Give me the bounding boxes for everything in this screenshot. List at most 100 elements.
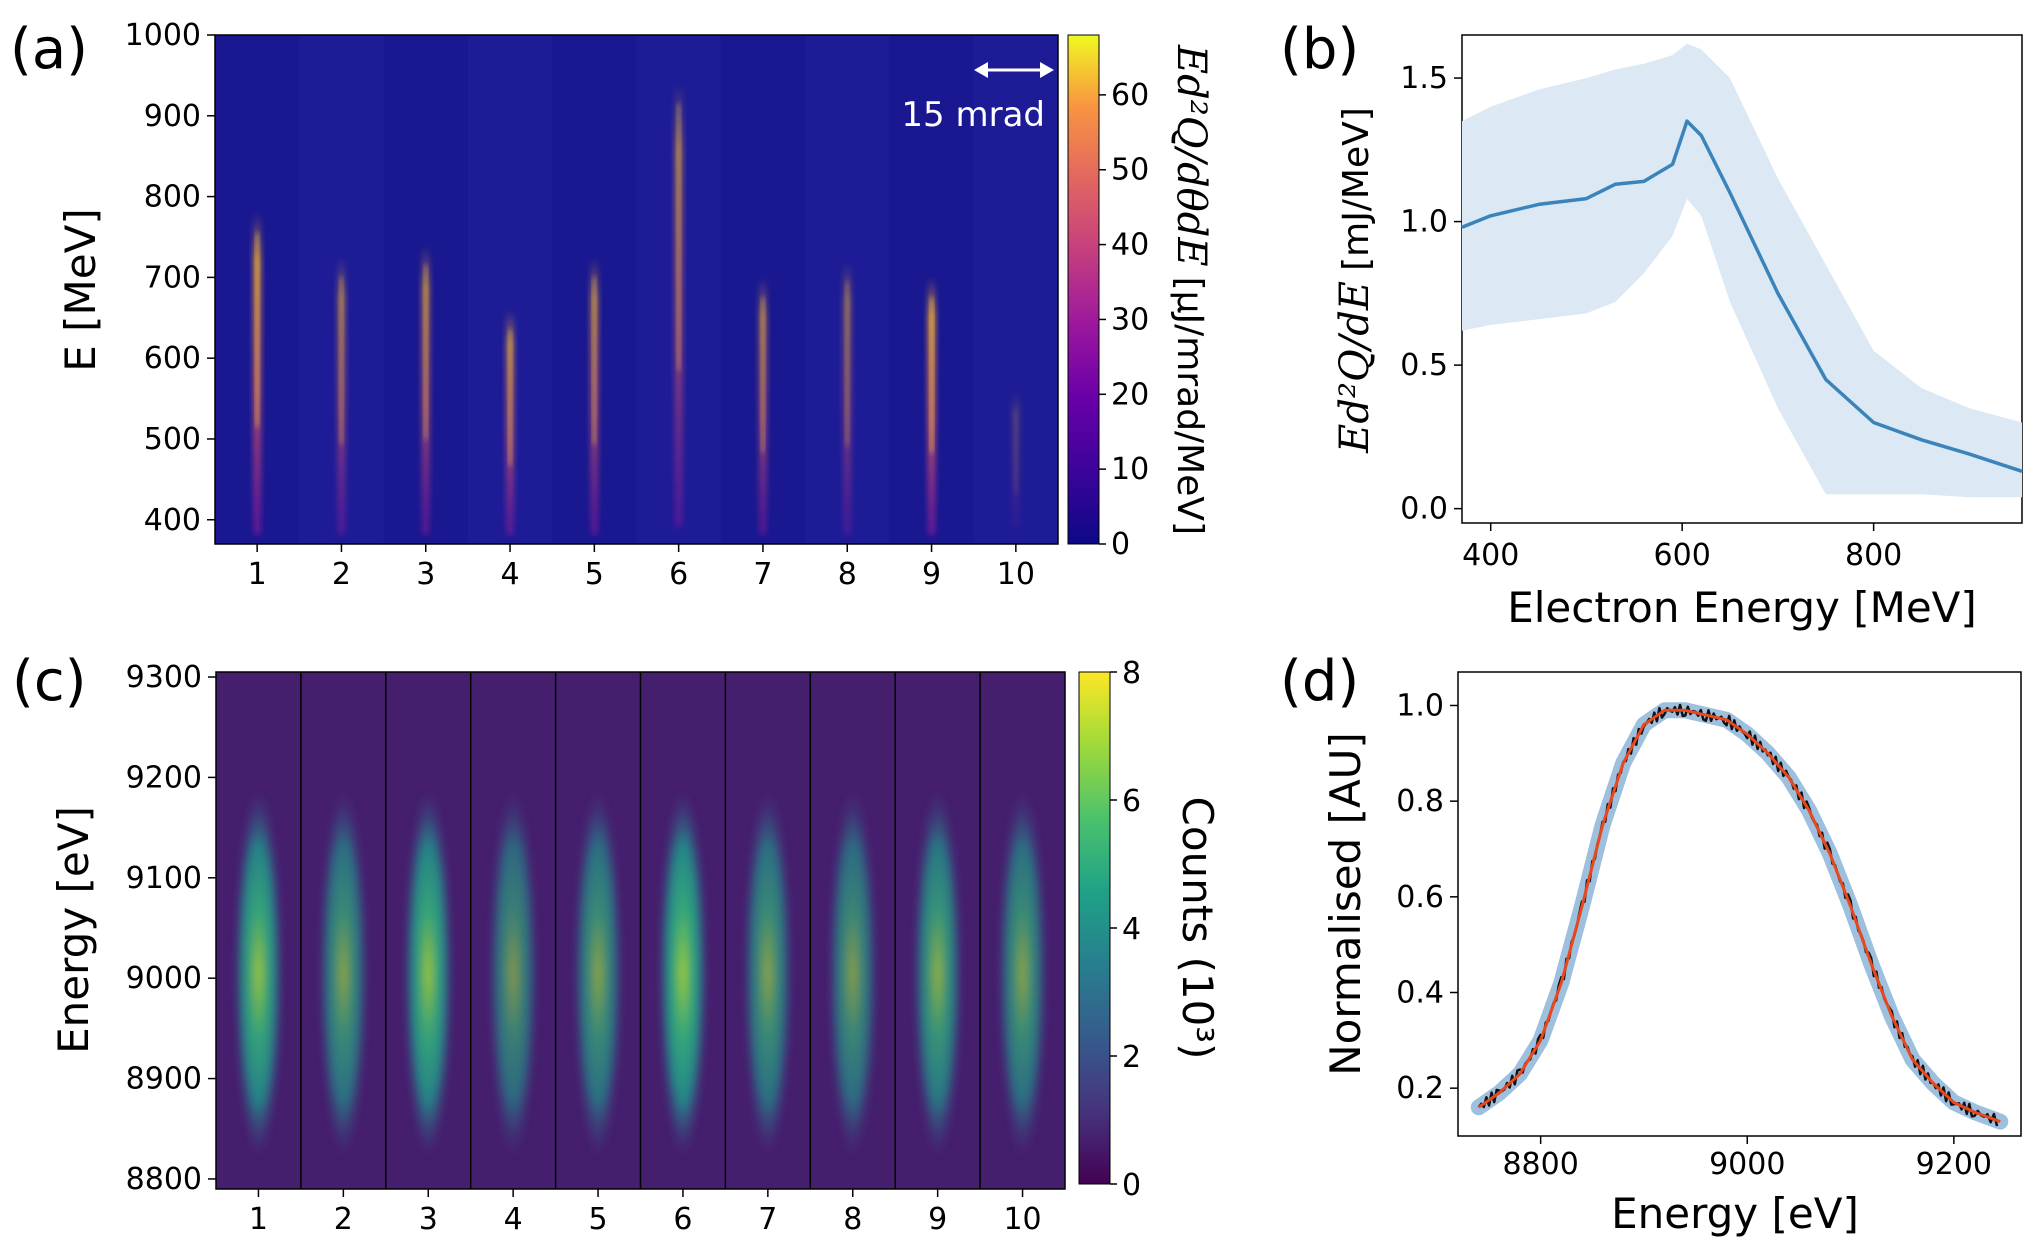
panel-b-label: (b) — [1280, 17, 1359, 82]
panel-b-yticks: 0.0 0.5 1.0 1.5 — [1400, 61, 1462, 527]
panel-a-beam-core-4 — [508, 329, 512, 466]
angle-scale-label: 15 mrad — [901, 95, 1045, 135]
panel-b-xticks: 400 600 800 — [1462, 523, 1902, 573]
panel-b-ytick-label-0.5: 0.5 — [1400, 348, 1448, 383]
panel-c-heatmap — [216, 672, 1065, 1189]
panel-d-label: (d) — [1280, 649, 1359, 714]
panel-a-colorbar — [1067, 34, 1100, 545]
panel-c-xtick-label-4: 4 — [504, 1202, 523, 1237]
panel-a-beam-core-1 — [255, 232, 259, 427]
panel-a-xtick-label-3: 3 — [416, 557, 435, 592]
panel-a-frame — [214, 34, 1059, 545]
panel-c-spectrum-8 — [828, 788, 877, 1158]
panel-c-spectrum-10 — [998, 788, 1047, 1158]
panel-a-xtick-label-1: 1 — [248, 557, 267, 592]
panel-d-yticks: 0.2 0.4 0.6 0.8 1.0 — [1396, 688, 1458, 1106]
panel-d-ytick-label-1.0: 1.0 — [1396, 688, 1444, 723]
panel-d-ylabel: Normalised [AU] — [1321, 732, 1370, 1076]
panel-c-spectrum-9 — [913, 788, 962, 1158]
panel-a-beam-core-9 — [930, 297, 934, 453]
svg-text:Ed²Q/dE[mJ/MeV]: Ed²Q/dE [mJ/MeV] — [1332, 107, 1378, 454]
panel-a-heatmap — [215, 35, 1058, 544]
panel-c-colorbar — [1078, 671, 1111, 1185]
panel-c-xtick-label-10: 10 — [1003, 1202, 1041, 1237]
panel-b-xtick-label-600: 600 — [1654, 538, 1711, 573]
panel-a-yticks: 400 500 600 700 800 900 1000 — [125, 18, 215, 538]
panel-c-xtick-label-2: 2 — [334, 1202, 353, 1237]
panel-a-xtick-label-5: 5 — [585, 557, 604, 592]
panel-a-colorbar-units: [μJ/mrad/MeV] — [1169, 277, 1210, 536]
panel-c-ylabel: Energy [eV] — [49, 806, 98, 1054]
panel-d-frame — [1457, 671, 2022, 1137]
angle-scale-arrow — [974, 62, 1054, 78]
panel-b-ytick-label-1.0: 1.0 — [1400, 205, 1448, 240]
panel-c-ytick-label-9300: 9300 — [126, 660, 202, 695]
panel-d-plot — [1470, 702, 2009, 1130]
panel-a-ytick-label-500: 500 — [144, 422, 201, 457]
panel-c-spectrum-7 — [743, 788, 792, 1158]
panel-c-spectrum-4 — [489, 788, 538, 1158]
panel-c-cbtick-label-6: 6 — [1122, 784, 1141, 819]
panel-c-xtick-label-7: 7 — [758, 1202, 777, 1237]
panel-c-xtick-label-6: 6 — [673, 1202, 692, 1237]
panel-d-fit-line — [1477, 708, 2001, 1124]
panel-c-spectrum-3 — [404, 788, 453, 1158]
panel-d-ytick-label-0.6: 0.6 — [1396, 880, 1444, 915]
panel-a-label: (a) — [10, 17, 88, 82]
panel-b-ylabel-math: Ed²Q/dE — [1332, 281, 1378, 454]
panel-b-std-band — [1462, 43, 2022, 498]
panel-c-label: (c) — [12, 649, 86, 714]
panel-b-xtick-label-400: 400 — [1462, 538, 1519, 573]
panel-c-xtick-label-9: 9 — [928, 1202, 947, 1237]
panel-b-mean-line — [1461, 119, 2023, 473]
svg-text:Ed²Q/dθdE[μJ/mrad/MeV]: Ed²Q/dθdE [μJ/mrad/MeV] — [1168, 44, 1214, 535]
panel-d-xtick-label-9000: 9000 — [1709, 1147, 1785, 1182]
panel-b-ytick-label-0.0: 0.0 — [1400, 492, 1448, 527]
panel-a-xtick-label-10: 10 — [997, 557, 1035, 592]
panel-c-ytick-label-9100: 9100 — [126, 861, 202, 896]
panel-c-spectrum-5 — [574, 788, 623, 1158]
panel-a-colorbar-ticks: 0 10 20 30 40 50 60 — [1099, 78, 1149, 562]
panel-a-colorbar-math: Ed²Q/dθdE — [1168, 44, 1214, 267]
panel-a-ylabel: E [MeV] — [56, 208, 105, 371]
panel-c-cbtick-label-0: 0 — [1122, 1168, 1141, 1203]
panel-a-cbtick-label-20: 20 — [1111, 377, 1149, 412]
panel-a-xtick-label-2: 2 — [332, 557, 351, 592]
panel-c-xtick-label-5: 5 — [589, 1202, 608, 1237]
panel-a-beam-core-5 — [592, 277, 596, 445]
panel-d-xticks: 8800 9000 9200 — [1502, 1136, 1992, 1182]
panel-c-xticks: 1 2 3 4 5 6 7 8 9 10 — [249, 1189, 1042, 1237]
panel-a-ytick-label-400: 400 — [144, 503, 201, 538]
panel-a-beam-core-2 — [339, 277, 343, 445]
panel-a-cbtick-label-60: 60 — [1111, 78, 1149, 113]
panel-a-beam-core-10 — [1014, 410, 1018, 493]
panel-a-xtick-label-8: 8 — [838, 557, 857, 592]
panel-a-cbtick-label-50: 50 — [1111, 153, 1149, 188]
panel-c-cbtick-label-8: 8 — [1122, 656, 1141, 691]
panel-c-cbtick-label-4: 4 — [1122, 912, 1141, 947]
panel-d-xtick-label-9200: 9200 — [1916, 1147, 1992, 1182]
panel-a-ytick-label-1000: 1000 — [125, 18, 201, 53]
panel-c-ytick-label-9200: 9200 — [126, 760, 202, 795]
panel-c-spectrum-6 — [658, 788, 707, 1158]
panel-c-xtick-label-3: 3 — [419, 1202, 438, 1237]
panel-a-ytick-label-900: 900 — [144, 99, 201, 134]
panel-a-ytick-label-600: 600 — [144, 341, 201, 376]
panel-c-frame — [215, 671, 1066, 1190]
panel-a-xticks: 1 2 3 4 5 6 7 8 9 10 — [248, 544, 1035, 592]
panel-c-xtick-label-8: 8 — [843, 1202, 862, 1237]
panel-a-cbtick-label-40: 40 — [1111, 228, 1149, 263]
panel-d-xlabel: Energy [eV] — [1611, 1189, 1859, 1238]
panel-c-ytick-label-8900: 8900 — [126, 1062, 202, 1097]
panel-a-xtick-label-4: 4 — [501, 557, 520, 592]
panel-c-xtick-label-1: 1 — [249, 1202, 268, 1237]
panel-a-ytick-label-800: 800 — [144, 180, 201, 215]
panel-a-cbtick-label-0: 0 — [1111, 527, 1130, 562]
panel-c-spectrum-1 — [234, 788, 283, 1158]
panel-a-colorbar-label: Ed²Q/dθdE [μJ/mrad/MeV] — [1168, 44, 1214, 535]
panel-d-xtick-label-8800: 8800 — [1502, 1147, 1578, 1182]
panel-a-beam-core-3 — [424, 265, 428, 440]
panel-a-xtick-label-7: 7 — [753, 557, 772, 592]
panel-b-xlabel: Electron Energy [MeV] — [1507, 583, 1977, 632]
